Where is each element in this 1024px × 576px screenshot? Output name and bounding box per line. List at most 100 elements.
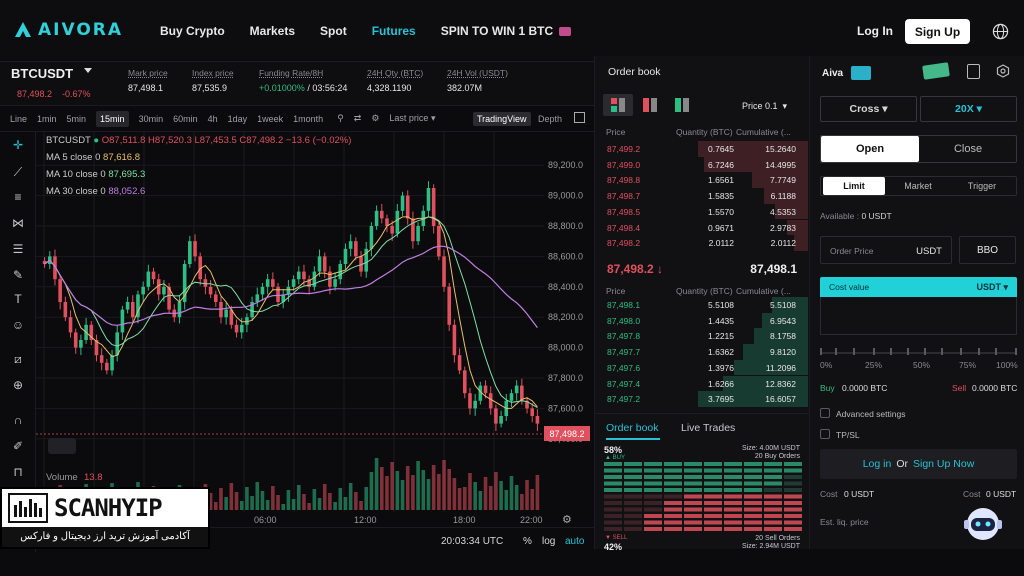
leverage-select[interactable]: 20X ▾ [920,96,1017,122]
zoom-icon[interactable]: ⊕ [12,378,24,392]
ask-row[interactable]: 87,498.7 1.5835 6.1188 [595,188,810,204]
nav-futures[interactable]: Futures [371,24,416,38]
settings-icon[interactable]: ⚙ [562,514,572,526]
tab-live-trades[interactable]: Live Trades [681,422,736,434]
tab-limit[interactable]: Limit [823,177,885,195]
bid-row[interactable]: 87,497.4 1.6266 12.8362 [595,375,810,392]
ask-row[interactable]: 87,498.5 1.5570 4.5353 [595,203,810,220]
precision-selector[interactable]: Price 0.1 ▾ [742,101,788,111]
crosshair-icon[interactable]: ✛ [12,138,24,152]
view-both-icon[interactable] [603,94,633,116]
price-chart[interactable]: 89,200.0 89,000.0 88,800.0 88,600.0 88,400.0… [36,132,594,527]
indicator-icon[interactable]: ⚲ [337,113,344,123]
brush-icon[interactable]: ✎ [12,268,24,282]
slider-mark[interactable] [853,348,855,355]
slider-mark[interactable] [941,348,943,355]
bid-row[interactable]: 87,497.2 3.7695 16.6057 [595,391,810,407]
signup-button[interactable]: Sign Up [905,19,970,44]
login-link[interactable]: Log in [862,458,892,470]
timeframe-1min[interactable]: 1min [37,113,57,124]
auto-toggle[interactable]: auto [565,536,585,547]
view-asks-icon[interactable] [635,94,665,116]
bid-row[interactable]: 87,497.7 1.6362 9.8120 [595,344,810,360]
magnet-icon[interactable]: ∩ [13,413,23,427]
timeframe-4h[interactable]: 4h [207,113,218,124]
lock-icon[interactable]: ⊓ [13,465,23,479]
nav-spot[interactable]: Spot [320,24,347,38]
percent-toggle[interactable]: % [523,536,532,547]
timeframe-1month[interactable]: 1month [293,113,324,124]
slider-mark[interactable] [995,348,997,355]
lock-draw-icon[interactable]: ✐ [12,439,24,453]
tab-tradingview[interactable]: TradingView [473,112,531,126]
slider-mark[interactable] [907,348,909,355]
ask-row[interactable]: 87,498.2 2.0112 2.0112 [595,235,810,251]
timeframe-line[interactable]: Line [10,113,28,124]
margin-mode-select[interactable]: Cross ▾ [820,96,917,122]
timeframe-60min[interactable]: 60min [173,113,198,124]
timeframe-30min[interactable]: 30min [138,113,164,124]
cost-value-input[interactable] [820,297,1017,335]
ask-row[interactable]: 87,498.8 1.6561 7.7749 [595,172,810,189]
support-robot-icon[interactable] [962,504,1004,544]
timeframe-1day[interactable]: 1day [227,113,248,124]
signup-now-link[interactable]: Sign Up Now [913,458,975,470]
slider-mark[interactable] [890,348,892,355]
log-toggle[interactable]: log [542,536,556,547]
advanced-settings-checkbox[interactable] [820,408,830,418]
ask-row[interactable]: 87,498.4 0.9671 2.9783 [595,219,810,236]
slider-mark[interactable] [978,348,980,355]
bid-row[interactable]: 87,498.0 1.4435 6.9543 [595,312,810,329]
tab-trigger[interactable]: Trigger [967,181,997,191]
nav-spin-to-win[interactable]: SPIN TO WIN 1 BTC [441,24,572,38]
promo-icon[interactable] [922,62,950,80]
login-link[interactable]: Log In [857,24,893,38]
settings-icon[interactable]: ⚙ [371,113,380,123]
fullscreen-icon[interactable] [574,112,585,123]
tpsl-label[interactable]: TP/SL [836,430,860,440]
slider-mark[interactable] [873,348,875,355]
fib-icon[interactable]: ☰ [12,242,24,256]
horizontal-lines-icon[interactable]: ≡ [14,190,22,204]
ruler-icon[interactable]: ⧄ [14,352,22,366]
slider-mark[interactable] [820,348,822,355]
globe-icon[interactable] [992,23,1009,40]
aiva-badge-icon[interactable] [851,66,871,80]
utc-clock[interactable]: 20:03:34 UTC [441,536,504,547]
symbol-selector[interactable]: BTCUSDT [11,66,74,81]
calculator-icon[interactable] [967,64,980,79]
tab-depth[interactable]: Depth [538,114,563,124]
nav-buy-crypto[interactable]: Buy Crypto [160,24,225,38]
logo[interactable]: AIVORA [14,20,123,40]
open-tab[interactable]: Open [821,136,919,162]
timeframe-1week[interactable]: 1week [257,113,284,124]
order-price-input[interactable]: Order Price USDT [820,236,952,264]
nav-markets[interactable]: Markets [249,24,296,38]
tab-order-book[interactable]: Order book [606,422,659,434]
timeframe-15min[interactable]: 15min [96,110,129,127]
chevron-down-icon[interactable] [84,68,92,73]
bid-row[interactable]: 87,498.1 5.5108 5.5108 [595,297,810,313]
timeframe-5min[interactable]: 5min [66,113,87,124]
text-icon[interactable]: T [14,292,22,306]
candlestick-chart[interactable]: 89,200.0 89,000.0 88,800.0 88,600.0 88,400.0… [36,132,594,527]
tpsl-checkbox[interactable] [820,429,830,439]
trendline-icon[interactable]: ⟋ [13,165,23,179]
slider-mark[interactable] [1015,348,1017,355]
close-tab[interactable]: Close [953,143,983,155]
slider-mark[interactable] [924,348,926,355]
view-bids-icon[interactable] [667,94,697,116]
tab-market[interactable]: Market [904,181,932,191]
advanced-settings-label[interactable]: Advanced settings [836,409,906,419]
pattern-icon[interactable]: ⋈ [12,216,24,230]
ask-row[interactable]: 87,499.2 0.7645 15.2640 [595,141,810,157]
emoji-icon[interactable]: ☺ [11,318,25,332]
amount-slider[interactable] [820,348,1017,355]
slider-mark[interactable] [960,348,962,355]
bid-row[interactable]: 87,497.8 1.2215 8.1758 [595,328,810,345]
slider-mark[interactable] [835,348,837,355]
last-price-selector[interactable]: Last price ▾ [389,113,436,123]
compare-icon[interactable]: ⇄ [353,113,362,123]
ask-row[interactable]: 87,499.0 6.7246 14.4995 [595,156,810,173]
settings-hex-icon[interactable] [996,64,1010,78]
